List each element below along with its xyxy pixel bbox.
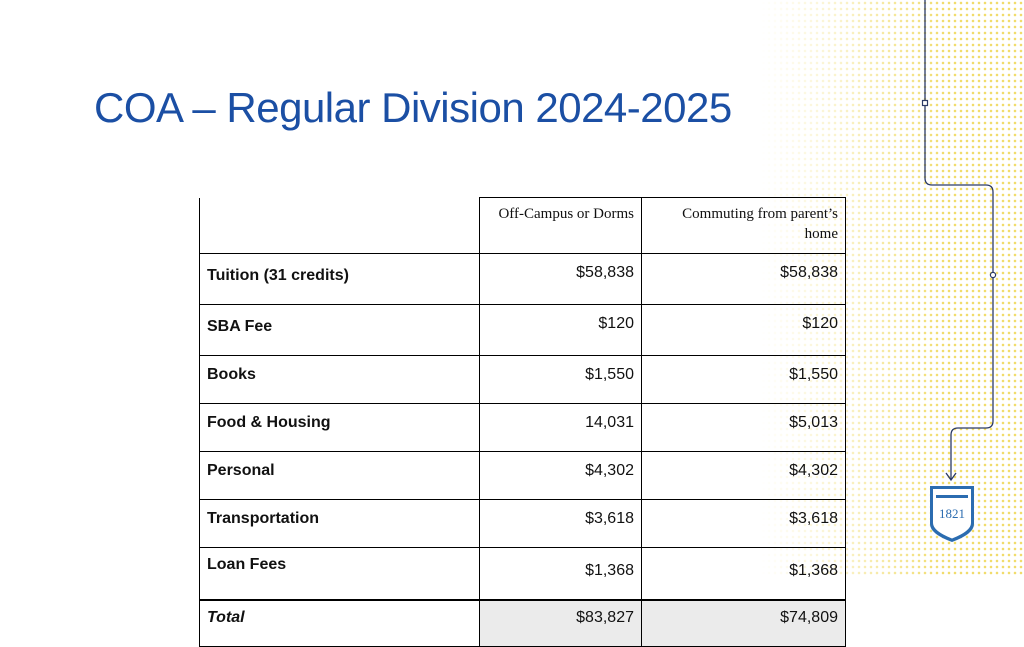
- slide-title: COA – Regular Division 2024-2025: [94, 84, 732, 131]
- header-commuting-label: Commuting from parent’s home: [682, 206, 838, 242]
- commuting-value: $58,838: [641, 253, 846, 305]
- total-off-campus-value: $83,827: [479, 599, 642, 647]
- row-label: SBA Fee: [199, 304, 480, 356]
- row-label: Loan Fees: [199, 547, 480, 601]
- table-row: Food & Housing 14,031 $5,013: [199, 403, 846, 452]
- off-campus-value: $120: [479, 304, 642, 356]
- header-commuting: Commuting from parent’s home: [641, 197, 846, 254]
- total-label: Total: [199, 599, 480, 647]
- total-commuting-value: $74,809: [641, 599, 846, 647]
- row-label: Transportation: [199, 499, 480, 548]
- off-campus-value: $3,618: [479, 499, 642, 548]
- row-label: Books: [199, 355, 480, 404]
- off-campus-value: $1,550: [479, 355, 642, 404]
- commuting-value: $1,368: [641, 547, 846, 601]
- cost-of-attendance-table: Off-Campus or Dorms Commuting from paren…: [199, 197, 846, 647]
- header-empty-cell: [199, 197, 480, 254]
- row-label: Food & Housing: [199, 403, 480, 452]
- table-row: Personal $4,302 $4,302: [199, 451, 846, 500]
- commuting-value: $4,302: [641, 451, 846, 500]
- row-label: Tuition (31 credits): [199, 253, 480, 305]
- commuting-value: $1,550: [641, 355, 846, 404]
- header-off-campus: Off-Campus or Dorms: [479, 197, 642, 254]
- table-row: SBA Fee $120 $120: [199, 304, 846, 356]
- commuting-value: $120: [641, 304, 846, 356]
- decorative-connector-line: [921, 0, 997, 482]
- off-campus-value: $1,368: [479, 547, 642, 601]
- logo-year-text: 1821: [939, 506, 965, 521]
- total-row: Total $83,827 $74,809: [199, 599, 846, 647]
- off-campus-value: 14,031: [479, 403, 642, 452]
- off-campus-value: $58,838: [479, 253, 642, 305]
- table-row: Books $1,550 $1,550: [199, 355, 846, 404]
- table-header-row: Off-Campus or Dorms Commuting from paren…: [199, 197, 846, 254]
- table-row: Tuition (31 credits) $58,838 $58,838: [199, 253, 846, 305]
- commuting-value: $3,618: [641, 499, 846, 548]
- table-row: Transportation $3,618 $3,618: [199, 499, 846, 548]
- table-row: Loan Fees $1,368 $1,368: [199, 547, 846, 601]
- row-label: Personal: [199, 451, 480, 500]
- shield-logo-icon: 1821: [930, 486, 974, 542]
- commuting-value: $5,013: [641, 403, 846, 452]
- header-off-campus-label: Off-Campus or Dorms: [498, 206, 634, 222]
- off-campus-value: $4,302: [479, 451, 642, 500]
